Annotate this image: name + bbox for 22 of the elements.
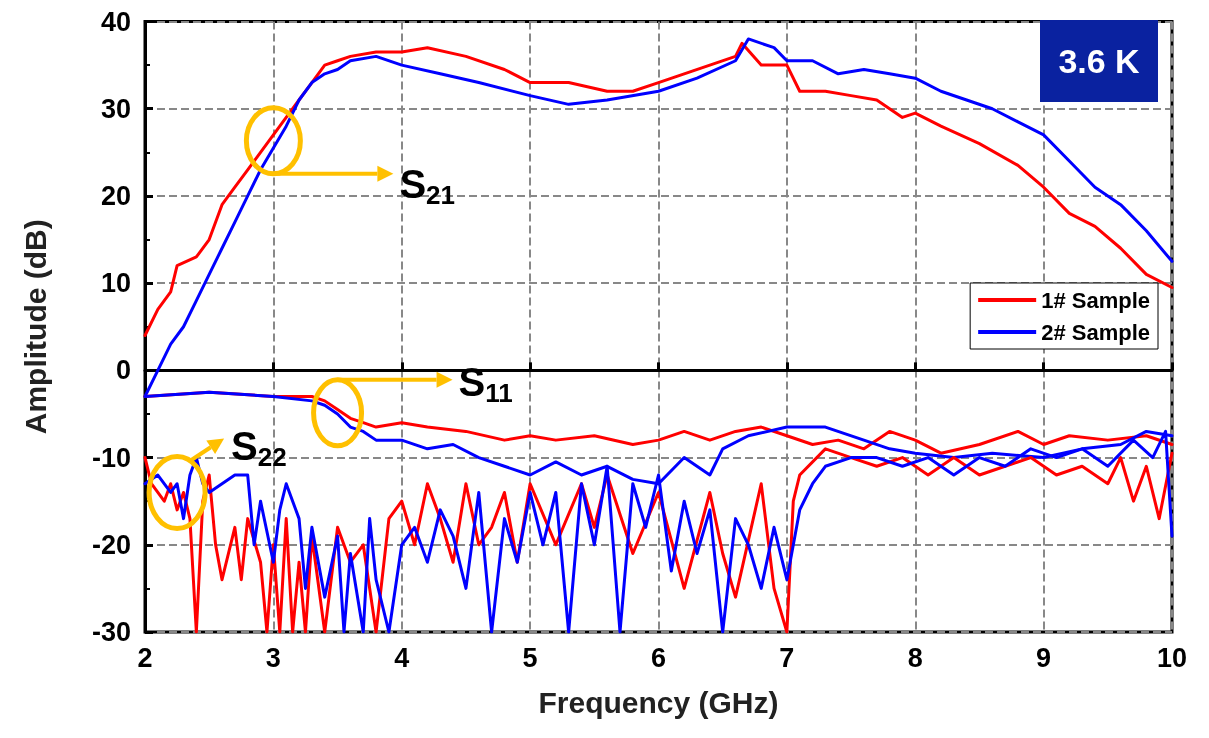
- y-tick-label: 10: [100, 268, 131, 299]
- y-tick-label: -10: [91, 442, 131, 473]
- x-tick-label: 7: [779, 642, 795, 673]
- x-tick-label: 9: [1036, 642, 1052, 673]
- legend-label: 2# Sample: [1041, 319, 1150, 345]
- y-axis-title: Amplitude (dB): [18, 219, 52, 435]
- x-axis-title: Frequency (GHz): [538, 685, 779, 719]
- x-tick-label: 5: [522, 642, 538, 673]
- y-tick-label: -20: [91, 529, 131, 560]
- y-tick-label: 40: [100, 6, 131, 37]
- y-tick-label: -30: [91, 617, 131, 647]
- x-tick-label: 2: [137, 642, 153, 673]
- annotation: 3.6 K: [1058, 42, 1141, 80]
- x-tick-label: 6: [650, 642, 667, 673]
- y-tick-label: 20: [100, 180, 131, 211]
- y-tick-label: 0: [115, 355, 131, 386]
- x-tick-label: 3: [265, 642, 281, 673]
- x-tick-label: 4: [394, 642, 410, 673]
- legend-label: 1# Sample: [1041, 287, 1150, 313]
- x-tick-label: 10: [1156, 642, 1188, 673]
- x-tick-label: 8: [907, 642, 923, 673]
- y-tick-label: 30: [100, 93, 131, 124]
